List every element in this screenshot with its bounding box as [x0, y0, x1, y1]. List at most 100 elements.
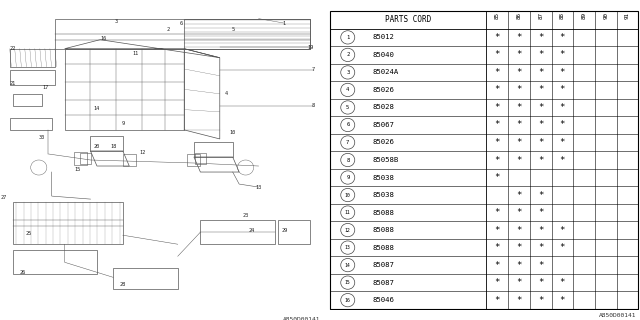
Text: *: * — [538, 33, 543, 42]
Text: 85067: 85067 — [372, 122, 394, 128]
Text: *: * — [560, 103, 565, 112]
Text: PARTS CORD: PARTS CORD — [385, 15, 431, 24]
Text: 85: 85 — [495, 12, 500, 19]
Text: *: * — [516, 243, 522, 252]
Text: *: * — [560, 50, 565, 60]
Text: 3: 3 — [115, 19, 118, 24]
Text: *: * — [538, 68, 543, 77]
Text: 27: 27 — [0, 195, 6, 200]
Text: *: * — [560, 138, 565, 147]
Text: 2: 2 — [166, 27, 170, 32]
Text: *: * — [560, 296, 565, 305]
Text: 10: 10 — [345, 193, 351, 197]
Text: *: * — [538, 243, 543, 252]
Text: *: * — [516, 138, 522, 147]
Text: 4: 4 — [346, 87, 349, 92]
Text: 30: 30 — [39, 135, 45, 140]
Text: 87: 87 — [538, 12, 543, 19]
Text: *: * — [495, 296, 500, 305]
Text: 7: 7 — [312, 67, 315, 72]
Text: A850D00141: A850D00141 — [282, 317, 320, 320]
Text: 17: 17 — [42, 85, 49, 90]
Text: *: * — [495, 260, 500, 270]
Text: 85028: 85028 — [372, 104, 394, 110]
Text: *: * — [495, 103, 500, 112]
Text: *: * — [538, 278, 543, 287]
Text: 85026: 85026 — [372, 140, 394, 146]
Text: 4: 4 — [225, 91, 228, 96]
Text: *: * — [516, 226, 522, 235]
Text: 21: 21 — [10, 81, 16, 86]
Text: *: * — [495, 173, 500, 182]
Text: *: * — [516, 190, 522, 200]
Text: 23: 23 — [243, 213, 249, 218]
Text: 22: 22 — [10, 46, 16, 51]
Text: 1: 1 — [346, 35, 349, 40]
Text: 5: 5 — [346, 105, 349, 110]
Text: 6: 6 — [346, 123, 349, 127]
Text: 26: 26 — [19, 270, 26, 275]
Text: *: * — [538, 138, 543, 147]
Text: *: * — [516, 156, 522, 164]
Text: *: * — [516, 278, 522, 287]
Text: *: * — [538, 226, 543, 235]
Text: *: * — [516, 85, 522, 94]
Text: *: * — [495, 50, 500, 60]
Text: *: * — [495, 33, 500, 42]
Text: *: * — [538, 156, 543, 164]
Text: *: * — [538, 50, 543, 60]
Text: *: * — [516, 260, 522, 270]
Text: *: * — [560, 68, 565, 77]
Text: 28: 28 — [120, 282, 126, 287]
Text: 85058B: 85058B — [372, 157, 399, 163]
Text: 3: 3 — [346, 70, 349, 75]
Text: 85087: 85087 — [372, 262, 394, 268]
Text: *: * — [516, 68, 522, 77]
Text: 85088: 85088 — [372, 244, 394, 251]
Text: 19: 19 — [307, 45, 314, 50]
Text: 16: 16 — [345, 298, 351, 303]
Text: 8: 8 — [346, 157, 349, 163]
Text: 14: 14 — [94, 106, 100, 111]
Text: *: * — [495, 278, 500, 287]
Text: 91: 91 — [625, 12, 630, 19]
Text: *: * — [560, 243, 565, 252]
Text: 85087: 85087 — [372, 280, 394, 286]
Text: *: * — [495, 208, 500, 217]
Text: 90: 90 — [604, 12, 609, 19]
Text: 7: 7 — [346, 140, 349, 145]
Text: *: * — [516, 120, 522, 130]
Text: *: * — [538, 120, 543, 130]
Text: 6: 6 — [179, 20, 182, 26]
Text: 85038: 85038 — [372, 174, 394, 180]
Text: 85038: 85038 — [372, 192, 394, 198]
Text: 13: 13 — [255, 185, 262, 189]
Text: 24: 24 — [249, 228, 255, 233]
Text: 89: 89 — [582, 12, 587, 19]
Text: 85024A: 85024A — [372, 69, 399, 76]
Text: 12: 12 — [345, 228, 351, 233]
Text: 14: 14 — [345, 263, 351, 268]
Text: *: * — [495, 85, 500, 94]
Text: A850D00141: A850D00141 — [599, 313, 637, 318]
Text: *: * — [538, 85, 543, 94]
Text: *: * — [495, 226, 500, 235]
Text: *: * — [538, 260, 543, 270]
Text: *: * — [495, 138, 500, 147]
Text: 8: 8 — [312, 103, 315, 108]
Text: *: * — [495, 120, 500, 130]
Text: 1: 1 — [283, 20, 286, 26]
Text: *: * — [516, 33, 522, 42]
Text: *: * — [538, 208, 543, 217]
Text: 20: 20 — [94, 144, 100, 149]
Text: *: * — [516, 103, 522, 112]
Text: 25: 25 — [26, 231, 32, 236]
Text: *: * — [538, 190, 543, 200]
Text: 15: 15 — [74, 166, 81, 172]
Text: 85088: 85088 — [372, 210, 394, 216]
Text: 11: 11 — [132, 51, 139, 56]
Text: *: * — [495, 243, 500, 252]
Text: *: * — [516, 296, 522, 305]
Text: 85046: 85046 — [372, 297, 394, 303]
Text: *: * — [560, 226, 565, 235]
